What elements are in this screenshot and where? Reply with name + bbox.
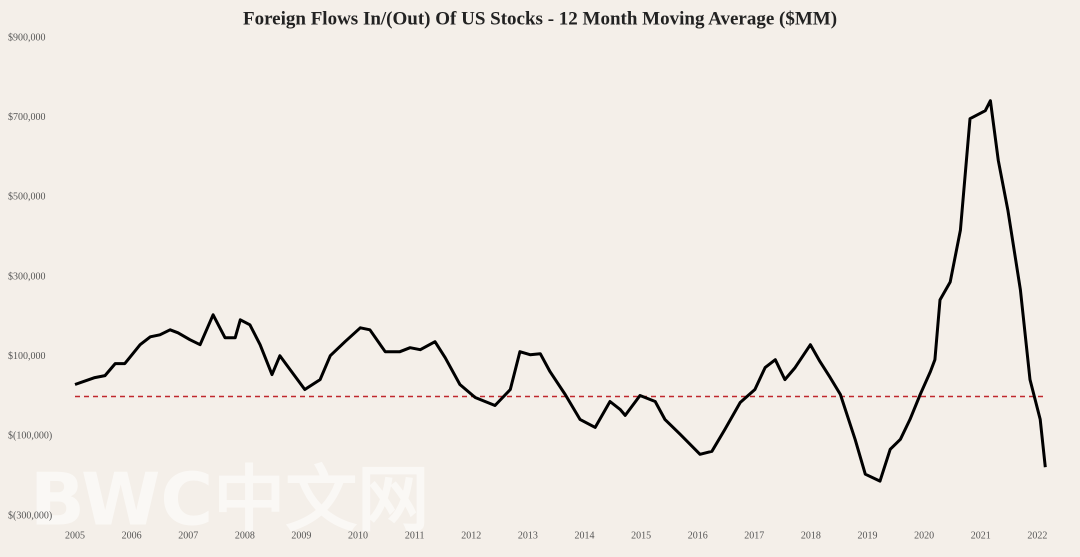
x-tick-label: 2016 xyxy=(688,530,708,541)
x-tick-label: 2020 xyxy=(914,530,934,541)
y-tick-label: $100,000 xyxy=(8,351,46,362)
y-tick-label: $(100,000) xyxy=(8,431,52,442)
x-tick-label: 2017 xyxy=(744,530,764,541)
x-tick-label: 2012 xyxy=(461,530,481,541)
x-tick-label: 2019 xyxy=(858,530,878,541)
x-tick-label: 2005 xyxy=(65,530,85,541)
x-tick-label: 2013 xyxy=(518,530,538,541)
x-tick-label: 2006 xyxy=(122,530,142,541)
x-tick-label: 2015 xyxy=(631,530,651,541)
x-tick-label: 2018 xyxy=(801,530,821,541)
x-tick-label: 2009 xyxy=(291,530,311,541)
watermark: BWC中文网 xyxy=(30,458,429,542)
data-line xyxy=(74,99,1047,483)
x-tick-label: 2008 xyxy=(235,530,255,541)
y-tick-label: $300,000 xyxy=(8,271,46,282)
chart-title: Foreign Flows In/(Out) Of US Stocks - 12… xyxy=(243,8,837,29)
x-tick-label: 2022 xyxy=(1027,530,1047,541)
y-tick-label: $700,000 xyxy=(8,112,46,123)
y-tick-label: $500,000 xyxy=(8,192,46,203)
y-tick-label: $900,000 xyxy=(8,32,46,43)
x-tick-label: 2011 xyxy=(405,530,425,541)
x-tick-label: 2021 xyxy=(971,530,991,541)
y-tick-label: $(300,000) xyxy=(8,510,52,521)
x-tick-label: 2007 xyxy=(178,530,198,541)
x-tick-label: 2010 xyxy=(348,530,368,541)
x-tick-label: 2014 xyxy=(574,530,594,541)
